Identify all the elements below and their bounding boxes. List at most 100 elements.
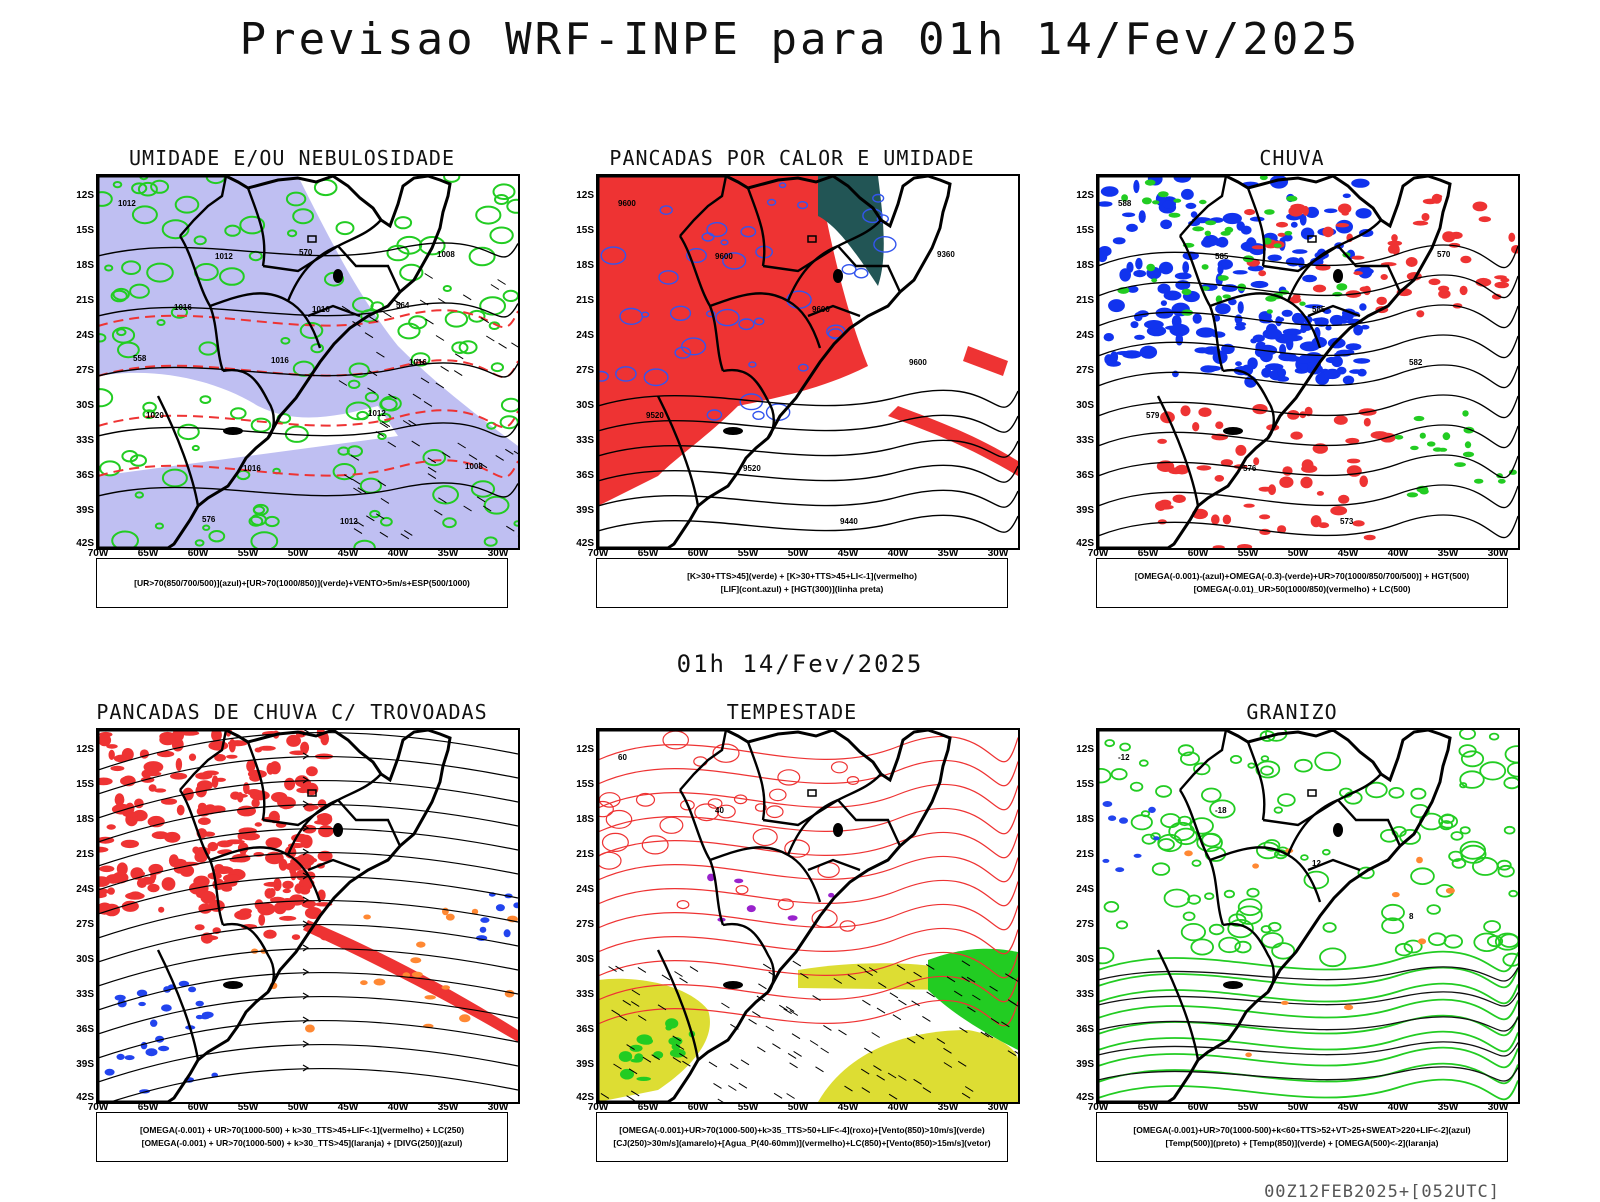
contour-label: 570 bbox=[299, 248, 313, 257]
longitude-label: 70W bbox=[87, 548, 109, 559]
longitude-label: 65W bbox=[1137, 548, 1159, 559]
contour-label: 9520 bbox=[743, 464, 761, 473]
latitude-label: 15S bbox=[1076, 225, 1094, 236]
latitude-label: 15S bbox=[576, 225, 594, 236]
longitude-label: 60W bbox=[187, 548, 209, 559]
contour-label: 579 bbox=[1146, 411, 1160, 420]
map-frame: 588 585 585 582 579 576 573 570 bbox=[1096, 174, 1520, 550]
latitude-label: 18S bbox=[576, 260, 594, 271]
legend-box: [UR>70(850/700/500)](azul)+[UR>70(1000/8… bbox=[96, 558, 508, 608]
contour-label: 8 bbox=[1409, 912, 1414, 921]
latitude-label: 39S bbox=[576, 1059, 594, 1070]
latitude-label: 24S bbox=[576, 884, 594, 895]
panel-tempestade: TEMPESTADE 60 40 12S 15S 18S 21S 24S 27S 30S 33S 36… bbox=[552, 700, 1032, 1180]
latitude-label: 42S bbox=[1076, 538, 1094, 549]
longitude-label: 35W bbox=[937, 1102, 959, 1113]
longitude-label: 55W bbox=[237, 1102, 259, 1113]
contour-label: 1012 bbox=[340, 517, 358, 526]
latitude-label: 30S bbox=[1076, 954, 1094, 965]
panel-umidade: UMIDADE E/OU NEBULOSIDADE 1012 1012 1016 101… bbox=[52, 146, 532, 626]
map-frame bbox=[96, 728, 520, 1104]
latitude-label: 21S bbox=[1076, 849, 1094, 860]
longitude-label: 70W bbox=[87, 1102, 109, 1113]
latitude-label: 42S bbox=[576, 538, 594, 549]
longitude-label: 70W bbox=[587, 548, 609, 559]
latitude-label: 36S bbox=[76, 470, 94, 481]
contour-label: 558 bbox=[133, 354, 147, 363]
longitude-label: 50W bbox=[287, 1102, 309, 1113]
panel-title: PANCADAS DE CHUVA C/ TROVOADAS bbox=[96, 700, 488, 724]
latitude-label: 36S bbox=[1076, 1024, 1094, 1035]
latitude-label: 33S bbox=[76, 989, 94, 1000]
longitude-label: 60W bbox=[1187, 1102, 1209, 1113]
legend-box: [OMEGA(-0.001)+UR>70(1000-500)+k<60+TTS>… bbox=[1096, 1112, 1508, 1162]
longitude-label: 40W bbox=[1387, 1102, 1409, 1113]
latitude-label: 33S bbox=[76, 435, 94, 446]
legend-line: [K>30+TTS>45](verde) + [K>30+TTS>45+LI<-… bbox=[687, 571, 917, 581]
forecast-map: -12 -18 12 8 bbox=[1098, 730, 1518, 1102]
legend-box: [OMEGA(-0.001)-(azul)+OMEGA(-0.3)-(verde… bbox=[1096, 558, 1508, 608]
panel-title: GRANIZO bbox=[1246, 700, 1338, 724]
longitude-label: 55W bbox=[737, 548, 759, 559]
longitude-label: 65W bbox=[1137, 1102, 1159, 1113]
longitude-label: 35W bbox=[937, 548, 959, 559]
longitude-label: 60W bbox=[687, 1102, 709, 1113]
latitude-label: 39S bbox=[76, 1059, 94, 1070]
latitude-label: 42S bbox=[576, 1092, 594, 1103]
legend-line: [OMEGA(-0.001)+UR>70(1000-500)+k>35_TTS>… bbox=[619, 1125, 985, 1135]
legend-line: [OMEGA(-0.001) + UR>70(1000-500) + k>30_… bbox=[139, 1125, 465, 1135]
legend-line: [OMEGA(-0.001)+UR>70(1000-500)+k<60+TTS>… bbox=[1133, 1125, 1471, 1135]
contour-label: 1012 bbox=[368, 409, 386, 418]
longitude-label: 40W bbox=[387, 548, 409, 559]
panel-granizo: GRANIZO -12 -18 12 8 12S 15S 18S 21S 24S 27S 30S 33S… bbox=[1052, 700, 1532, 1180]
contour-label: 1012 bbox=[118, 199, 136, 208]
contour-label: -12 bbox=[1118, 753, 1130, 762]
latitude-label: 27S bbox=[76, 365, 94, 376]
contour-label: 564 bbox=[396, 301, 410, 310]
latitude-label: 18S bbox=[1076, 814, 1094, 825]
longitude-label: 70W bbox=[1087, 548, 1109, 559]
longitude-label: 55W bbox=[737, 1102, 759, 1113]
latitude-label: 21S bbox=[576, 295, 594, 306]
contour-label: 9600 bbox=[909, 358, 927, 367]
latitude-label: 30S bbox=[76, 954, 94, 965]
contour-label: -18 bbox=[1215, 806, 1227, 815]
latitude-label: 33S bbox=[1076, 989, 1094, 1000]
latitude-label: 30S bbox=[76, 400, 94, 411]
latitude-label: 39S bbox=[1076, 505, 1094, 516]
latitude-label: 27S bbox=[1076, 919, 1094, 930]
longitude-label: 35W bbox=[1437, 548, 1459, 559]
latitude-label: 18S bbox=[1076, 260, 1094, 271]
longitude-label: 65W bbox=[137, 548, 159, 559]
latitude-label: 39S bbox=[1076, 1059, 1094, 1070]
forecast-map bbox=[98, 730, 518, 1102]
legend-line: [Temp(500)](preto) + [Temp(850)](verde) … bbox=[1165, 1138, 1439, 1148]
legend-line: [CJ(250)>30m/s](amarelo)+[Agua_P(40-60mm… bbox=[613, 1138, 991, 1148]
contour-label: 9600 bbox=[715, 252, 733, 261]
contour-label: 60 bbox=[618, 753, 627, 762]
longitude-label: 55W bbox=[1237, 548, 1259, 559]
latitude-label: 33S bbox=[576, 435, 594, 446]
forecast-map: 588 585 585 582 579 576 573 570 bbox=[1098, 176, 1518, 548]
contour-label: 9600 bbox=[618, 199, 636, 208]
map-frame: 60 40 bbox=[596, 728, 1020, 1104]
latitude-label: 12S bbox=[576, 190, 594, 201]
longitude-label: 60W bbox=[687, 548, 709, 559]
longitude-label: 35W bbox=[437, 1102, 459, 1113]
longitude-label: 50W bbox=[787, 548, 809, 559]
contour-label: 1016 bbox=[243, 464, 261, 473]
contour-label: 576 bbox=[202, 515, 216, 524]
contour-label: 588 bbox=[1118, 199, 1132, 208]
longitude-label: 55W bbox=[1237, 1102, 1259, 1113]
forecast-map: 9600 9600 9600 9600 9520 9520 9440 9360 bbox=[598, 176, 1018, 548]
panel-pancadas-trovoadas: PANCADAS DE CHUVA C/ TROVOADAS 12S 15S 18S 2… bbox=[52, 700, 532, 1180]
panel-chuva: CHUVA 588 585 585 582 579 576 573 570 12S 15S 18S 21… bbox=[1052, 146, 1532, 626]
longitude-label: 40W bbox=[1387, 548, 1409, 559]
latitude-label: 27S bbox=[76, 919, 94, 930]
latitude-label: 27S bbox=[576, 365, 594, 376]
map-frame: 1012 1012 1016 1016 1020 1016 1012 1008 1016 1016… bbox=[96, 174, 520, 550]
latitude-label: 21S bbox=[1076, 295, 1094, 306]
longitude-label: 45W bbox=[337, 548, 359, 559]
contour-label: 582 bbox=[1409, 358, 1423, 367]
latitude-label: 24S bbox=[76, 884, 94, 895]
